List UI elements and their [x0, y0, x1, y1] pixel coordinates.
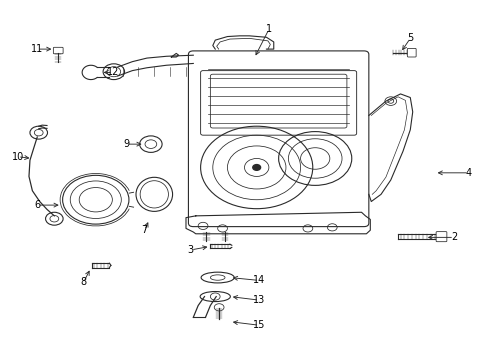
- Text: 7: 7: [141, 225, 147, 235]
- Text: 4: 4: [465, 168, 471, 178]
- Text: 10: 10: [12, 152, 24, 162]
- Text: 13: 13: [252, 295, 264, 305]
- FancyBboxPatch shape: [188, 51, 368, 226]
- Text: 11: 11: [31, 44, 43, 54]
- Text: 3: 3: [187, 245, 194, 255]
- Text: 2: 2: [450, 232, 456, 242]
- FancyBboxPatch shape: [435, 231, 446, 242]
- Text: 1: 1: [265, 24, 271, 35]
- Circle shape: [252, 165, 260, 170]
- Text: 9: 9: [123, 139, 129, 149]
- Text: 14: 14: [252, 275, 264, 285]
- FancyBboxPatch shape: [53, 47, 63, 54]
- FancyBboxPatch shape: [200, 71, 356, 135]
- Text: 8: 8: [81, 277, 86, 287]
- Text: 15: 15: [252, 320, 265, 330]
- Text: 12: 12: [106, 67, 119, 77]
- Text: 5: 5: [407, 33, 412, 43]
- FancyBboxPatch shape: [407, 48, 415, 57]
- Text: 6: 6: [34, 200, 40, 210]
